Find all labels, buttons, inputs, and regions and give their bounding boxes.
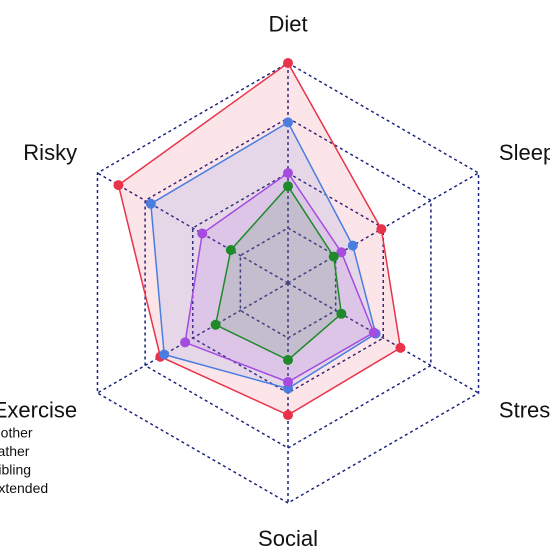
data-point	[283, 58, 293, 68]
data-point	[283, 410, 293, 420]
spoke	[97, 172, 289, 284]
data-point	[210, 319, 221, 330]
axis-label: Risky	[23, 140, 77, 165]
spoke	[97, 282, 289, 394]
data-point	[283, 181, 293, 192]
data-point	[159, 349, 170, 360]
data-point	[336, 308, 347, 319]
legend-label: Father	[0, 443, 30, 459]
data-point	[180, 337, 191, 348]
data-point	[225, 245, 236, 255]
axis-label: Exercise	[0, 398, 77, 423]
data-point	[395, 342, 406, 353]
data-point	[368, 327, 379, 338]
grid-ring	[96, 62, 480, 504]
data-point	[283, 355, 293, 365]
data-point	[113, 180, 124, 191]
data-point	[347, 240, 358, 251]
axis-label: Sleep	[499, 140, 550, 165]
data-point	[283, 117, 293, 128]
data-point	[336, 247, 347, 258]
data-point	[328, 251, 339, 262]
axis-label: Social	[258, 526, 318, 551]
data-point	[376, 224, 387, 235]
data-point	[145, 198, 156, 209]
spoke	[287, 282, 479, 394]
data-point	[283, 168, 293, 178]
data-point	[197, 228, 208, 239]
legend-label: Mother	[0, 425, 33, 441]
axis-label: Stress	[499, 398, 550, 423]
legend-label: Extended	[0, 480, 48, 496]
legend-label: Sibling	[0, 462, 31, 478]
data-point	[283, 377, 293, 387]
axis-label: Diet	[268, 11, 307, 36]
